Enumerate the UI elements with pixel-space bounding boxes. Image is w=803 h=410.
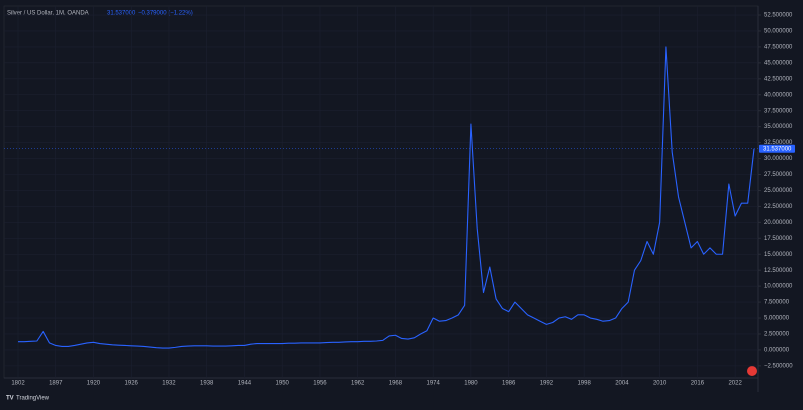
- y-tick-label: 27.500000: [764, 172, 793, 178]
- x-tick-label: 1802: [11, 381, 25, 387]
- y-tick-label: 12.500000: [764, 268, 793, 274]
- plot-frame: [3, 5, 759, 379]
- x-tick-label: 1992: [540, 381, 554, 387]
- y-tick-label: 0.000000: [764, 348, 790, 354]
- y-tick-label: 15.000000: [764, 252, 793, 258]
- x-tick-label: 1986: [502, 381, 516, 387]
- y-tick-label: 30.000000: [764, 156, 793, 162]
- y-tick-label: 10.000000: [764, 284, 793, 290]
- y-tick-label: 25.000000: [764, 188, 793, 194]
- y-tick-label: 42.500000: [764, 76, 793, 82]
- last-price: 31.537000: [107, 11, 136, 17]
- y-tick-label: 47.500000: [764, 44, 793, 50]
- y-tick-label: 5.000000: [764, 316, 790, 322]
- brand-logo: TV: [6, 396, 14, 402]
- symbol-title: Silver / US Dollar, 1M, OANDA: [7, 11, 89, 17]
- x-tick-label: 1938: [200, 381, 214, 387]
- x-tick-label: 2022: [728, 381, 742, 387]
- y-tick-label: 2.500000: [764, 332, 790, 338]
- y-tick-label: 37.500000: [764, 108, 793, 114]
- brand: TradingView: [16, 396, 50, 402]
- last-price-tag: [759, 144, 795, 153]
- price-line: [18, 46, 755, 349]
- event-badge[interactable]: [747, 366, 757, 376]
- x-tick-label: 1932: [162, 381, 176, 387]
- y-tick-label: −2.500000: [764, 363, 793, 369]
- x-tick-label: 2004: [615, 381, 629, 387]
- y-tick-label: 45.000000: [764, 60, 793, 66]
- y-tick-label: 7.500000: [764, 300, 790, 306]
- y-tick-label: 35.000000: [764, 124, 793, 130]
- y-tick-label: 52.500000: [764, 13, 793, 19]
- x-tick-label: 1897: [49, 381, 63, 387]
- x-tick-label: 1926: [125, 381, 139, 387]
- x-tick-label: 1956: [313, 381, 327, 387]
- x-tick-label: 1950: [276, 381, 290, 387]
- last-price-tag-label: 31.537000: [763, 146, 792, 152]
- x-tick-label: 1962: [351, 381, 365, 387]
- y-tick-label: 17.500000: [764, 236, 793, 242]
- x-tick-label: 2016: [691, 381, 705, 387]
- x-tick-label: 1998: [577, 381, 591, 387]
- y-tick-label: 20.000000: [764, 220, 793, 226]
- y-tick-label: 40.000000: [764, 92, 793, 98]
- x-tick-label: 1974: [426, 381, 440, 387]
- x-tick-label: 1980: [464, 381, 478, 387]
- marks: [18, 46, 755, 349]
- y-tick-label: 22.500000: [764, 204, 793, 210]
- y-tick-label: 32.500000: [764, 140, 793, 146]
- x-tick-label: 2010: [653, 381, 667, 387]
- y-tick-label: 50.000000: [764, 29, 793, 35]
- x-tick-label: 1968: [389, 381, 403, 387]
- x-tick-label: 1944: [238, 381, 252, 387]
- price-change: −0.379000 (−1.22%): [138, 11, 193, 17]
- x-tick-label: 1920: [87, 381, 101, 387]
- grid: [4, 6, 758, 378]
